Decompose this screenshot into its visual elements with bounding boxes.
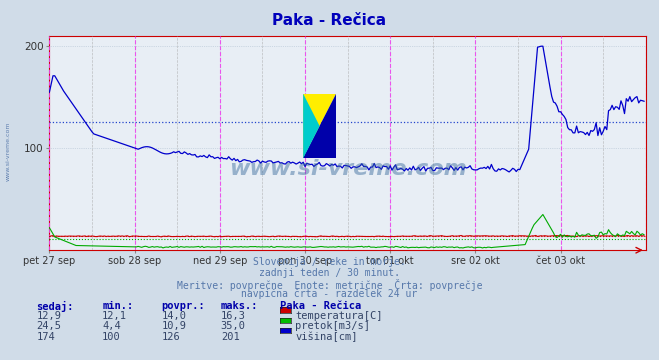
Text: Paka - Rečica: Paka - Rečica [280,301,361,311]
Text: Slovenija / reke in morje.: Slovenija / reke in morje. [253,257,406,267]
Text: 12,9: 12,9 [36,311,61,321]
Text: 100: 100 [102,332,121,342]
Text: zadnji teden / 30 minut.: zadnji teden / 30 minut. [259,268,400,278]
Text: 10,9: 10,9 [161,321,186,332]
Text: 126: 126 [161,332,180,342]
Polygon shape [303,94,320,158]
Text: višina[cm]: višina[cm] [295,332,358,342]
Text: 201: 201 [221,332,239,342]
Text: 14,0: 14,0 [161,311,186,321]
Text: 16,3: 16,3 [221,311,246,321]
Text: Meritve: povprečne  Enote: metrične  Črta: povprečje: Meritve: povprečne Enote: metrične Črta:… [177,279,482,291]
Text: 12,1: 12,1 [102,311,127,321]
Text: povpr.:: povpr.: [161,301,205,311]
Text: navpična črta - razdelek 24 ur: navpična črta - razdelek 24 ur [241,289,418,299]
Text: 4,4: 4,4 [102,321,121,332]
Text: Paka - Rečica: Paka - Rečica [272,13,387,28]
Text: www.si-vreme.com: www.si-vreme.com [229,159,467,179]
Text: maks.:: maks.: [221,301,258,311]
Text: 35,0: 35,0 [221,321,246,332]
Polygon shape [303,94,336,158]
Text: sedaj:: sedaj: [36,301,74,312]
Text: 174: 174 [36,332,55,342]
Polygon shape [303,94,336,158]
Text: pretok[m3/s]: pretok[m3/s] [295,321,370,332]
Text: temperatura[C]: temperatura[C] [295,311,383,321]
Text: min.:: min.: [102,301,133,311]
Text: 24,5: 24,5 [36,321,61,332]
Text: www.si-vreme.com: www.si-vreme.com [5,121,11,181]
